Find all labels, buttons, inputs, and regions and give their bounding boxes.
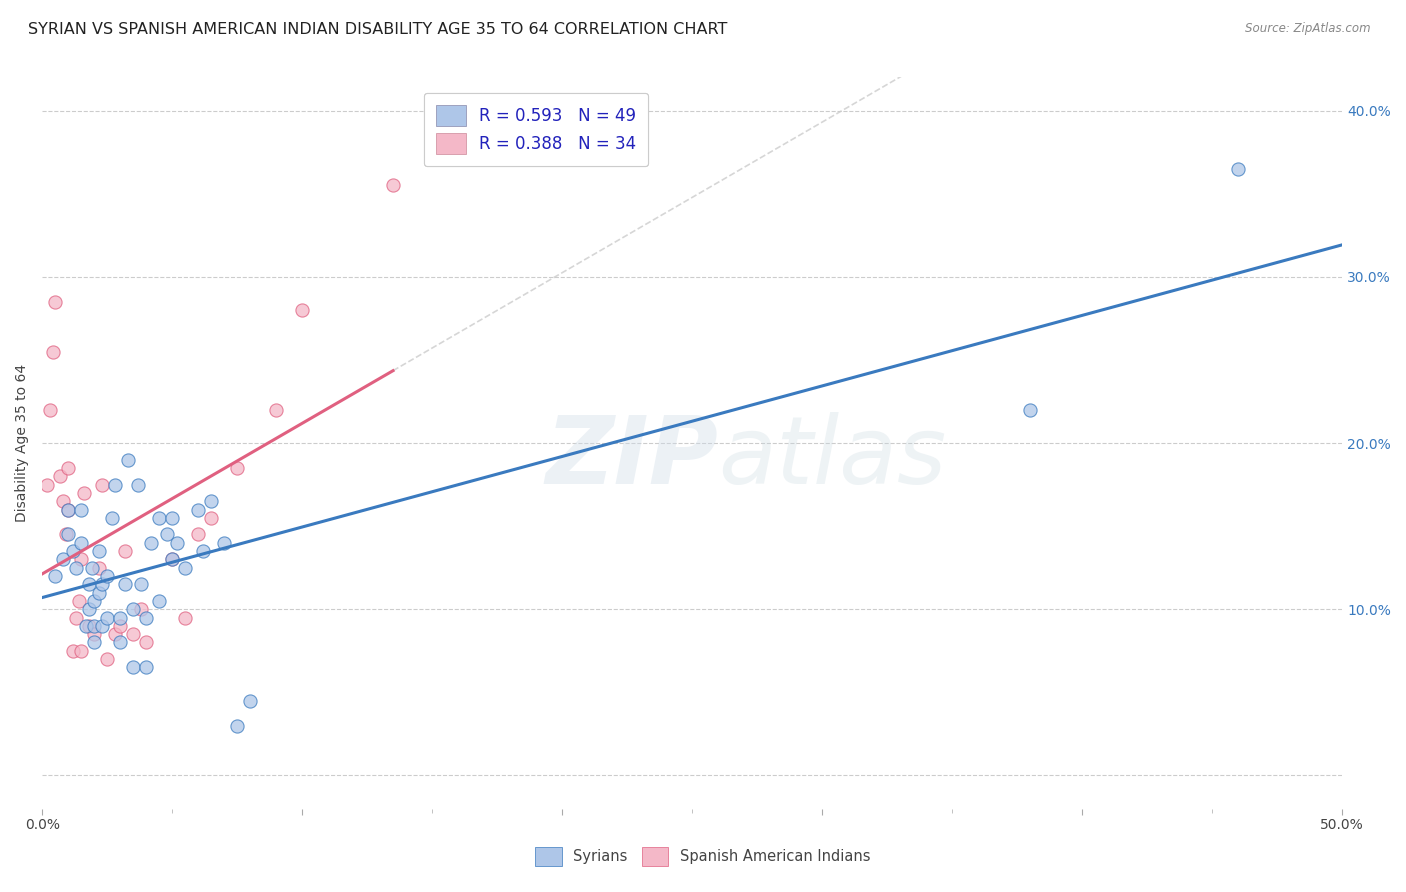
Point [160, 552, 183, 566]
Point [91, 619, 114, 633]
Point [166, 535, 188, 549]
Point [174, 560, 197, 574]
Point [91, 477, 114, 491]
Point [56, 527, 79, 541]
Point [52, 494, 75, 508]
Point [83, 619, 105, 633]
Text: ZIP: ZIP [546, 412, 718, 504]
Text: SYRIAN VS SPANISH AMERICAN INDIAN DISABILITY AGE 35 TO 64 CORRELATION CHART: SYRIAN VS SPANISH AMERICAN INDIAN DISABI… [28, 22, 727, 37]
Point [56, 461, 79, 475]
Legend: R = 0.593   N = 49, R = 0.388   N = 34: R = 0.593 N = 49, R = 0.388 N = 34 [425, 93, 648, 166]
Point [108, 635, 131, 649]
Point [239, 693, 262, 707]
Point [104, 627, 127, 641]
Point [127, 477, 149, 491]
Y-axis label: Disability Age 35 to 64: Disability Age 35 to 64 [15, 364, 30, 522]
Point [135, 635, 157, 649]
Point [114, 544, 136, 558]
Point [212, 535, 235, 549]
Point [200, 494, 222, 508]
Point [101, 511, 124, 525]
Text: atlas: atlas [718, 412, 946, 503]
Point [226, 718, 249, 732]
Point [62, 644, 84, 658]
Point [187, 527, 209, 541]
Point [141, 535, 163, 549]
Point [122, 660, 145, 674]
Point [200, 511, 222, 525]
Point [75, 619, 97, 633]
Point [73, 486, 96, 500]
Point [135, 610, 157, 624]
Point [44, 294, 66, 309]
Point [108, 619, 131, 633]
Point [382, 178, 405, 193]
Point [83, 627, 105, 641]
Point [129, 602, 152, 616]
Point [70, 502, 93, 516]
Point [56, 502, 79, 516]
Point [108, 610, 131, 624]
Point [39, 402, 62, 417]
Legend: Syrians, Spanish American Indians: Syrians, Spanish American Indians [526, 837, 880, 876]
Point [37, 477, 59, 491]
Point [122, 627, 145, 641]
Point [83, 594, 105, 608]
Point [89, 585, 111, 599]
Point [89, 560, 111, 574]
Point [148, 511, 170, 525]
Point [83, 635, 105, 649]
Point [160, 511, 183, 525]
Point [77, 602, 100, 616]
Point [291, 303, 314, 318]
Point [122, 602, 145, 616]
Point [62, 544, 84, 558]
Point [96, 569, 118, 583]
Point [187, 502, 209, 516]
Point [70, 535, 93, 549]
Point [114, 577, 136, 591]
Point [1018, 402, 1040, 417]
Point [41, 344, 63, 359]
Point [96, 610, 118, 624]
Point [174, 610, 197, 624]
Point [52, 552, 75, 566]
Text: Source: ZipAtlas.com: Source: ZipAtlas.com [1246, 22, 1371, 36]
Point [77, 619, 100, 633]
Point [55, 527, 77, 541]
Point [70, 552, 93, 566]
Point [96, 652, 118, 666]
Point [129, 577, 152, 591]
Point [160, 552, 183, 566]
Point [156, 527, 179, 541]
Point [56, 502, 79, 516]
Point [70, 644, 93, 658]
Point [135, 660, 157, 674]
Point [65, 560, 87, 574]
Point [104, 477, 127, 491]
Point [44, 569, 66, 583]
Point [148, 594, 170, 608]
Point [80, 560, 103, 574]
Point [65, 610, 87, 624]
Point [67, 594, 90, 608]
Point [49, 469, 72, 483]
Point [226, 461, 249, 475]
Point [193, 544, 215, 558]
Point [89, 544, 111, 558]
Point [1226, 161, 1249, 176]
Point [77, 577, 100, 591]
Point [117, 452, 139, 467]
Point [264, 402, 287, 417]
Point [91, 577, 114, 591]
